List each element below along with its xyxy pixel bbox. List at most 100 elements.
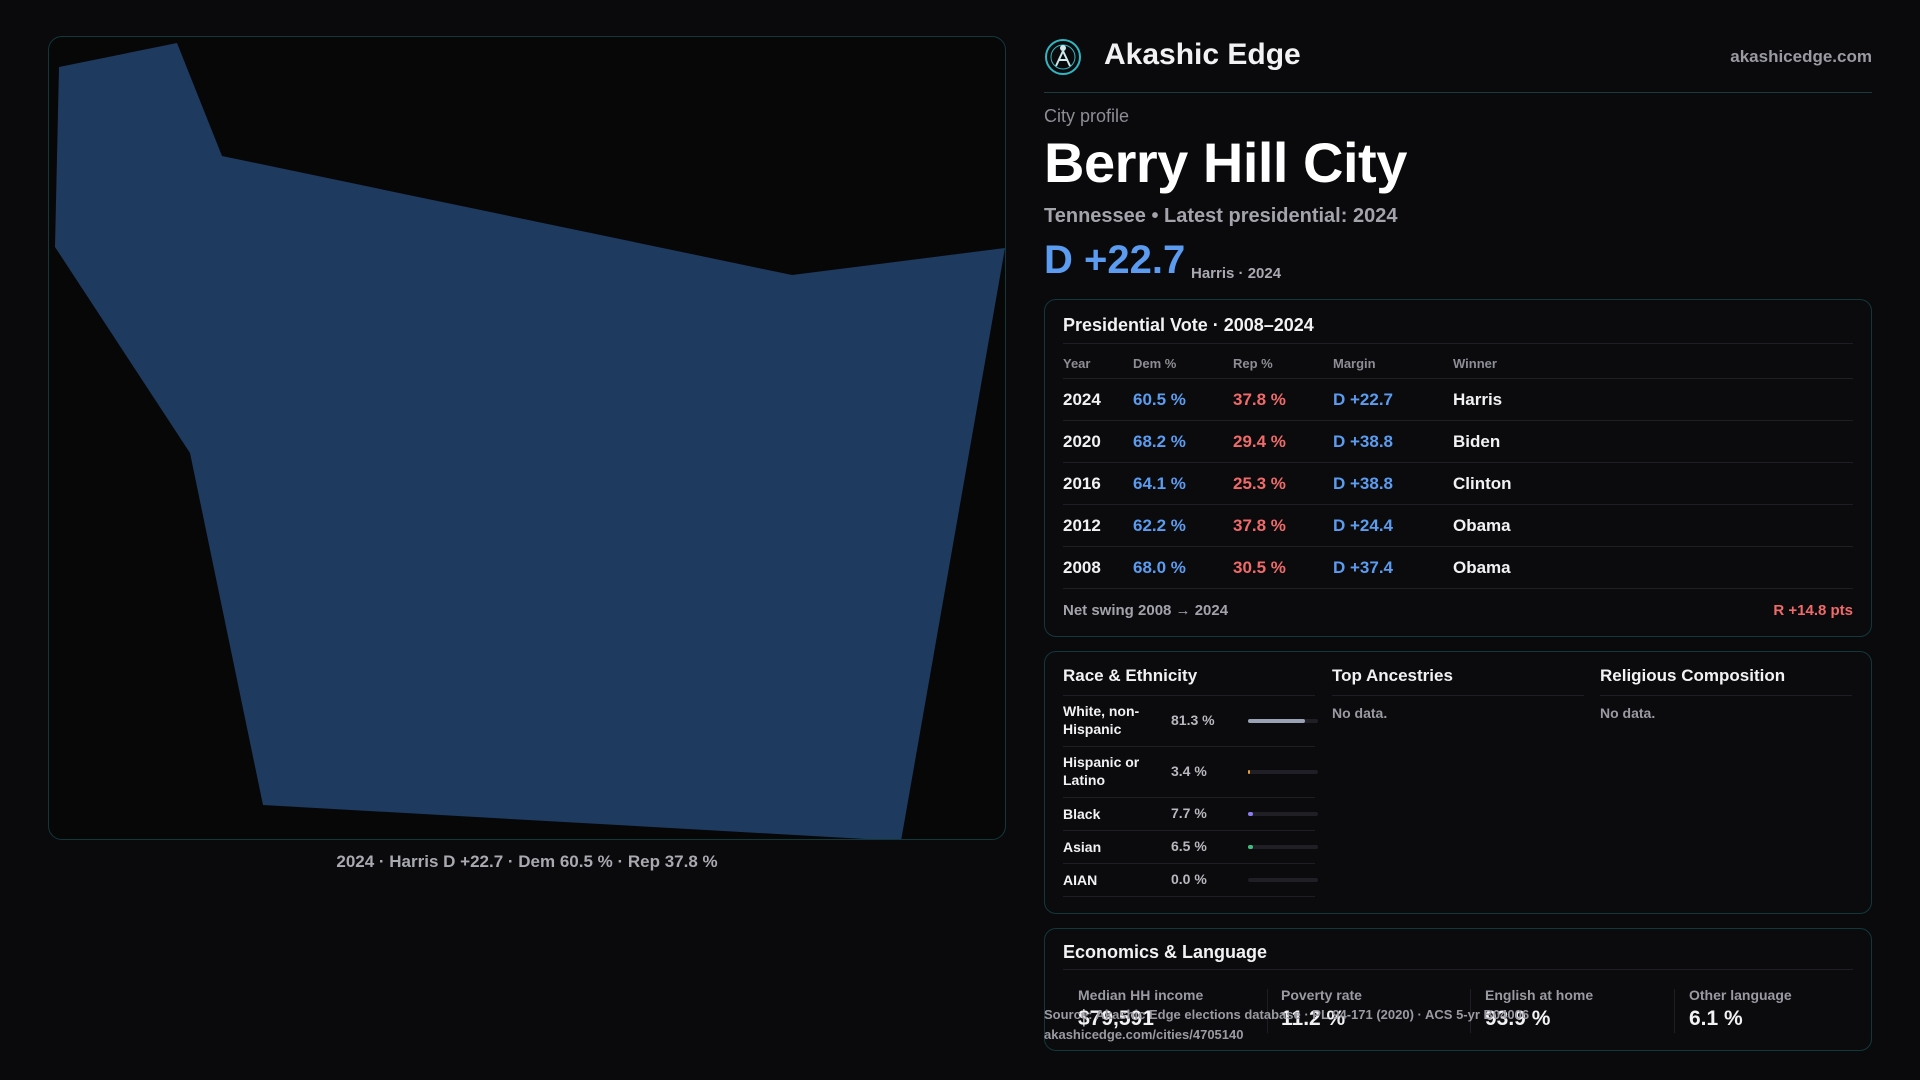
- table-row: 2020 68.2 % 29.4 % D +38.8 Biden: [1063, 420, 1853, 463]
- stat-english-at-home: English at home 93.9 %: [1485, 987, 1675, 1031]
- race-bar-track: [1248, 845, 1318, 849]
- source-url[interactable]: akashicedge.com/cities/4705140: [1044, 1027, 1244, 1042]
- net-swing-value: R +14.8 pts: [1773, 602, 1853, 619]
- source-citation: Source: Akashic Edge elections database …: [1044, 1007, 1530, 1022]
- map-caption: 2024 · Harris D +22.7 · Dem 60.5 % · Rep…: [336, 852, 718, 871]
- race-bar-track: [1248, 770, 1318, 774]
- stat-label: Median HH income: [1078, 987, 1204, 1003]
- top-ancestries-title: Top Ancestries: [1332, 666, 1584, 696]
- stat-value: 93.9 %: [1485, 1007, 1551, 1030]
- economics-language-title: Economics & Language: [1063, 942, 1268, 962]
- net-swing-label: Net swing 2008 → 2024: [1063, 602, 1229, 619]
- race-row: Asian 6.5 %: [1063, 831, 1318, 864]
- stat-other-language: Other language 6.1 %: [1689, 987, 1879, 1031]
- demographics-card: Race & Ethnicity White, non-Hispanic 81.…: [1044, 651, 1872, 914]
- site-link[interactable]: akashicedge.com: [1730, 47, 1872, 66]
- stat-divider: [1267, 989, 1268, 1033]
- column-header-margin: Margin: [1333, 348, 1453, 379]
- dem-pct-cell: 62.2 %: [1133, 504, 1233, 547]
- brand-name: Akashic Edge: [1104, 38, 1301, 71]
- stat-label: English at home: [1485, 987, 1594, 1003]
- margin-cell: D +24.4: [1333, 504, 1453, 547]
- stat-value: 6.1 %: [1689, 1007, 1743, 1030]
- table-row: 2008 68.0 % 30.5 % D +37.4 Obama: [1063, 546, 1853, 589]
- divider: [1063, 969, 1853, 970]
- religion-empty-message: No data.: [1600, 705, 1656, 721]
- stat-label: Poverty rate: [1281, 987, 1362, 1003]
- margin-cell: D +37.4: [1333, 546, 1453, 589]
- race-bar-fill: [1248, 812, 1254, 816]
- race-row: White, non-Hispanic 81.3 %: [1063, 696, 1318, 747]
- top-ancestries-section: Top Ancestries No data.: [1332, 666, 1584, 721]
- winner-cell: Harris: [1453, 378, 1853, 421]
- race-label: Asian: [1063, 839, 1102, 855]
- race-bar-fill: [1248, 770, 1251, 774]
- presidential-vote-title: Presidential Vote · 2008–2024: [1063, 315, 1314, 335]
- year-cell: 2024: [1063, 378, 1133, 421]
- religious-composition-section: Religious Composition No data.: [1600, 666, 1852, 721]
- column-header-dem: Dem %: [1133, 348, 1233, 379]
- app-header: Akashic Edge akashicedge.com: [1044, 34, 1872, 93]
- stat-median-income: Median HH income $79,591: [1078, 987, 1268, 1031]
- race-pct: 6.5 %: [1171, 838, 1207, 854]
- dem-pct-cell: 68.2 %: [1133, 420, 1233, 463]
- year-cell: 2008: [1063, 546, 1133, 589]
- race-bar-fill: [1248, 719, 1305, 723]
- race-ethnicity-title: Race & Ethnicity: [1063, 666, 1315, 696]
- dem-pct-cell: 64.1 %: [1133, 462, 1233, 505]
- city-boundary-map: [55, 43, 1005, 840]
- rep-pct-cell: 37.8 %: [1233, 504, 1333, 547]
- dem-pct-cell: 60.5 %: [1133, 378, 1233, 421]
- race-label: AIAN: [1063, 872, 1098, 888]
- economics-language-card: Economics & Language Median HH income $7…: [1044, 928, 1872, 1051]
- race-bar-fill: [1248, 845, 1253, 849]
- table-row: 2012 62.2 % 37.8 % D +24.4 Obama: [1063, 504, 1853, 547]
- column-header-year: Year: [1063, 348, 1133, 379]
- presidential-vote-card: Presidential Vote · 2008–2024 Year Dem %…: [1044, 299, 1872, 637]
- stat-value: $79,591: [1078, 1007, 1154, 1030]
- stat-divider: [1674, 989, 1675, 1033]
- year-cell: 2012: [1063, 504, 1133, 547]
- rep-pct-cell: 25.3 %: [1233, 462, 1333, 505]
- race-pct: 0.0 %: [1171, 871, 1207, 887]
- rep-pct-cell: 29.4 %: [1233, 420, 1333, 463]
- winner-cell: Obama: [1453, 546, 1853, 589]
- column-header-rep: Rep %: [1233, 348, 1333, 379]
- dem-pct-cell: 68.0 %: [1133, 546, 1233, 589]
- stat-value: 11.2 %: [1281, 1007, 1346, 1030]
- page-kicker: City profile: [1044, 106, 1130, 126]
- race-bar-track: [1248, 719, 1318, 723]
- divider: [1063, 343, 1853, 344]
- margin-cell: D +38.8: [1333, 420, 1453, 463]
- ancestries-empty-message: No data.: [1332, 705, 1388, 721]
- latest-margin-note: Harris · 2024: [1191, 265, 1282, 282]
- stat-poverty-rate: Poverty rate 11.2 %: [1281, 987, 1471, 1031]
- year-cell: 2020: [1063, 420, 1133, 463]
- race-pct: 3.4 %: [1171, 763, 1207, 779]
- race-bar-track: [1248, 878, 1318, 882]
- race-bar-track: [1248, 812, 1318, 816]
- page-subtitle: Tennessee • Latest presidential: 2024: [1044, 205, 1398, 227]
- presidential-vote-table: Year Dem % Rep % Margin Winner 2024 60.5…: [1063, 348, 1853, 589]
- akashic-edge-logo-icon: [1044, 38, 1082, 76]
- winner-cell: Obama: [1453, 504, 1853, 547]
- race-ethnicity-section: Race & Ethnicity White, non-Hispanic 81.…: [1063, 666, 1318, 897]
- stat-label: Other language: [1689, 987, 1792, 1003]
- race-pct: 7.7 %: [1171, 805, 1207, 821]
- margin-cell: D +22.7: [1333, 378, 1453, 421]
- winner-cell: Biden: [1453, 420, 1853, 463]
- table-header-row: Year Dem % Rep % Margin Winner: [1063, 348, 1853, 379]
- city-boundary-shape[interactable]: [55, 43, 1005, 840]
- race-label: Black: [1063, 806, 1101, 822]
- year-cell: 2016: [1063, 462, 1133, 505]
- latest-margin: D +22.7: [1044, 238, 1186, 282]
- rep-pct-cell: 37.8 %: [1233, 378, 1333, 421]
- table-row: 2024 60.5 % 37.8 % D +22.7 Harris: [1063, 378, 1853, 421]
- race-row: AIAN 0.0 %: [1063, 864, 1318, 897]
- city-map[interactable]: [48, 36, 1006, 840]
- race-row: Black 7.7 %: [1063, 798, 1318, 831]
- race-row: Hispanic or Latino 3.4 %: [1063, 747, 1318, 798]
- religious-composition-title: Religious Composition: [1600, 666, 1852, 696]
- race-pct: 81.3 %: [1171, 712, 1215, 728]
- winner-cell: Clinton: [1453, 462, 1853, 505]
